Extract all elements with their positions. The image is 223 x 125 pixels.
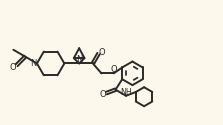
- Text: N: N: [76, 55, 82, 64]
- Text: O: O: [10, 63, 17, 72]
- Text: O: O: [100, 90, 106, 99]
- Text: O: O: [99, 48, 105, 57]
- Text: N: N: [30, 59, 37, 68]
- Text: NH: NH: [120, 88, 132, 97]
- Text: O: O: [110, 65, 117, 74]
